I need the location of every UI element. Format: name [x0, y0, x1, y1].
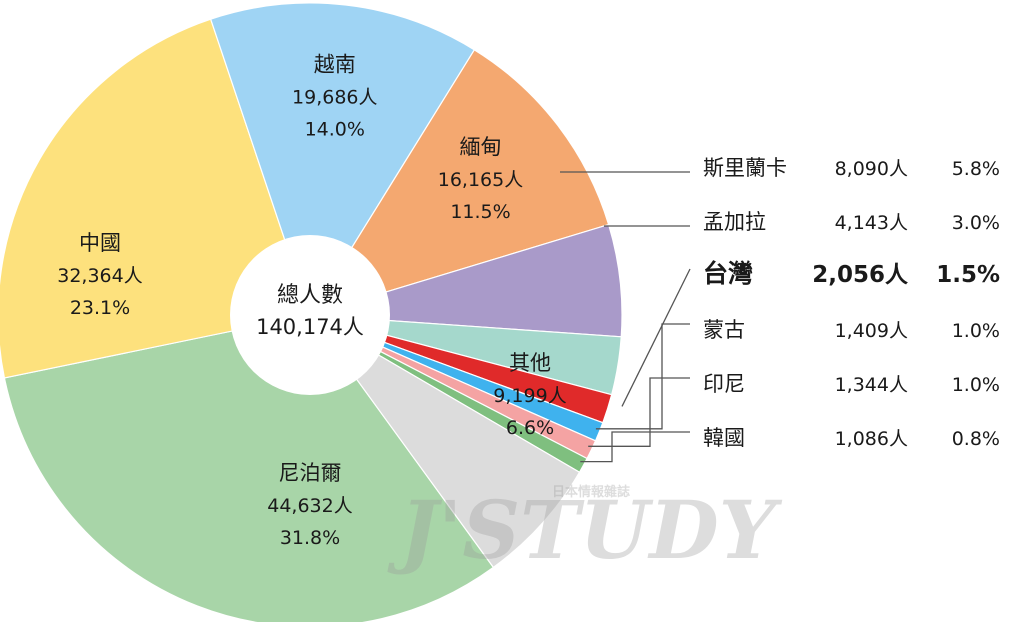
center-title: 總人數	[277, 283, 343, 308]
callout-8: 印尼 1,344人 1.0%	[588, 372, 1000, 447]
legend-count: 1,409人	[835, 320, 908, 342]
slice-3	[308, 48, 610, 317]
slice-label-percent: 23.1%	[70, 297, 130, 319]
legend-count: 1,086人	[835, 428, 908, 450]
legend-percent: 1.0%	[952, 374, 1000, 396]
slice-1	[0, 18, 311, 379]
legend-count: 2,056人	[812, 262, 909, 288]
watermark-logo: J'STUDY	[387, 483, 783, 577]
slice-label-count: 32,364人	[57, 265, 142, 287]
slice-label-count: 16,165人	[438, 169, 523, 191]
callout-line	[580, 431, 690, 463]
legend-count: 8,090人	[835, 158, 908, 180]
callout-4: 斯里蘭卡 8,090人 5.8%	[560, 156, 1000, 180]
slice-label-percent: 14.0%	[305, 118, 365, 140]
legend-name: 蒙古	[703, 318, 745, 342]
legend-percent: 3.0%	[952, 212, 1000, 234]
watermark-tagline: 日本情報雜誌	[552, 484, 630, 500]
legend-name: 印尼	[703, 372, 745, 396]
legend-name: 台灣	[703, 259, 753, 288]
callout-line	[588, 377, 690, 447]
slice-label-count: 9,199人	[493, 385, 566, 407]
slice-label-10: 其他 9,199人 6.6%	[493, 351, 566, 439]
slice-label-percent: 11.5%	[450, 201, 510, 223]
legend-percent: 0.8%	[952, 428, 1000, 450]
slice-10	[309, 314, 581, 569]
callout-line	[595, 323, 690, 430]
legend-name: 斯里蘭卡	[703, 156, 787, 180]
legend-count: 1,344人	[835, 374, 908, 396]
slice-label-percent: 6.6%	[506, 417, 554, 439]
callout-legend: 斯里蘭卡 8,090人 5.8% 孟加拉 4,143人 3.0% 台灣 2,056人 1.5% 蒙…	[560, 156, 1000, 463]
slice-label-count: 44,632人	[267, 495, 352, 517]
legend-name: 孟加拉	[703, 210, 766, 234]
slice-label-name: 尼泊爾	[279, 461, 342, 485]
slice-label-name: 中國	[79, 231, 121, 255]
slices	[0, 2, 623, 622]
slice-2	[209, 2, 476, 317]
center-total: 140,174人	[256, 315, 364, 339]
legend-percent: 5.8%	[952, 158, 1000, 180]
center-circle	[230, 235, 390, 395]
slice-label-2: 越南 19,686人 14.0%	[292, 52, 377, 140]
slice-label-percent: 31.8%	[280, 527, 340, 549]
callout-5: 孟加拉 4,143人 3.0%	[604, 210, 1000, 234]
slice-label-name: 緬甸	[460, 135, 502, 159]
callout-7: 蒙古 1,409人 1.0%	[595, 318, 1000, 430]
slice-label-3: 緬甸 16,165人 11.5%	[438, 135, 523, 223]
legend-name: 韓國	[703, 426, 745, 450]
callout-line	[621, 268, 691, 407]
watermark: J'STUDY 日本情報雜誌	[387, 483, 783, 577]
slice-0	[3, 314, 495, 622]
slice-label-name: 其他	[509, 351, 551, 375]
slice-label-name: 越南	[314, 52, 356, 76]
callout-6: 台灣 2,056人 1.5%	[621, 259, 1000, 407]
callout-9: 韓國 1,086人 0.8%	[580, 426, 1000, 463]
slice-label-0: 尼泊爾 44,632人 31.8%	[267, 461, 352, 549]
legend-percent: 1.5%	[936, 262, 1000, 288]
legend-count: 4,143人	[835, 212, 908, 234]
slice-label-1: 中國 32,364人 23.1%	[57, 231, 142, 319]
slice-label-count: 19,686人	[292, 86, 377, 108]
slice-labels: 尼泊爾 44,632人 31.8% 中國 32,364人 23.1% 越南 19,686人 14…	[57, 52, 566, 549]
center-hole: 總人數 140,174人	[230, 235, 390, 395]
legend-percent: 1.0%	[952, 320, 1000, 342]
